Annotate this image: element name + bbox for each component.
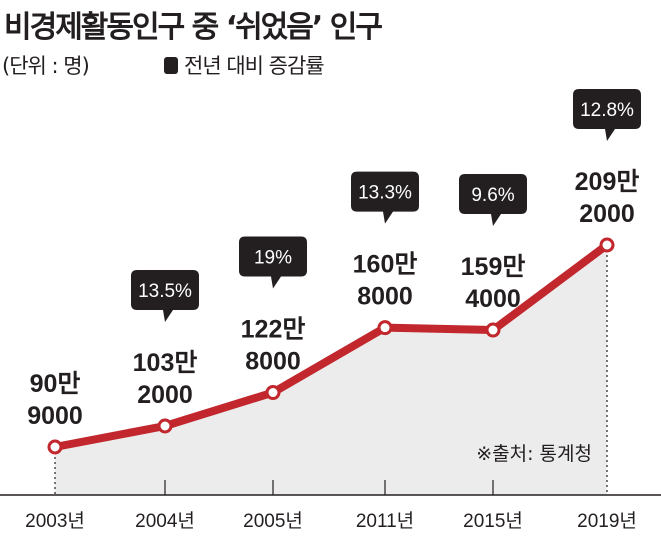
value-label: 90만: [30, 370, 81, 398]
change-rate-label: 12.8%: [580, 100, 634, 121]
value-label: 209만: [575, 168, 640, 196]
data-point: [485, 322, 501, 338]
value-label: 4000: [465, 285, 521, 313]
x-tick-label: 2003년: [25, 510, 85, 532]
legend-swatch-icon: [164, 56, 178, 74]
source-note: ※출처: 통계청: [476, 443, 592, 465]
x-tick-label: 2005년: [243, 510, 303, 532]
change-badge: [351, 171, 419, 224]
x-tick-label: 2011년: [356, 510, 414, 532]
data-point: [599, 237, 615, 253]
change-rate-label: 9.6%: [471, 185, 514, 206]
value-label: 122만: [241, 316, 306, 344]
change-rate-label: 13.3%: [358, 183, 412, 204]
change-badge: [239, 236, 307, 289]
legend: 전년 대비 증감률: [164, 50, 325, 80]
change-badge: [573, 89, 641, 141]
series-line: [54, 241, 610, 451]
unit-label: (단위 : 명): [2, 54, 90, 78]
change-badge: [131, 269, 199, 322]
value-label: 160만: [353, 251, 418, 279]
value-label: 8000: [357, 283, 413, 311]
area-fill: [55, 245, 607, 495]
data-point: [157, 418, 173, 434]
value-label: 159만: [461, 253, 526, 281]
value-label: 2000: [137, 381, 193, 409]
value-label: 8000: [245, 348, 301, 376]
change-rate-label: 13.5%: [138, 281, 192, 302]
value-label: 103만: [133, 349, 198, 377]
x-tick-label: 2004년: [135, 510, 195, 532]
value-label: 2000: [579, 200, 635, 228]
x-tick-label: 2015년: [463, 510, 523, 532]
x-tick-label: 2019년: [577, 510, 637, 532]
legend-label: 전년 대비 증감률: [184, 54, 325, 78]
data-point: [377, 320, 393, 336]
data-point: [265, 385, 281, 401]
value-label: 9000: [27, 402, 83, 430]
change-badge: [459, 174, 527, 227]
change-rate-label: 19%: [254, 248, 292, 269]
data-point: [47, 439, 63, 455]
chart-title: 비경제활동인구 중 ‘쉬었음’ 인구: [4, 10, 383, 45]
